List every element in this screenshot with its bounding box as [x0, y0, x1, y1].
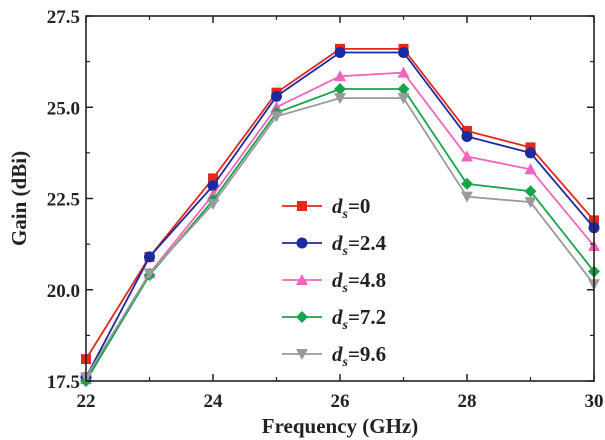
series-layer: [80, 43, 600, 387]
legend-subscript: s: [342, 244, 349, 259]
legend-var: d: [332, 305, 343, 329]
legend-value: =9.6: [348, 342, 386, 366]
data-point: [397, 83, 410, 95]
data-point: [461, 150, 473, 162]
data-point: [398, 47, 409, 58]
legend-label: ds=9.6: [332, 342, 386, 370]
x-tick-label: 26: [331, 391, 350, 412]
legend-label: ds=0: [332, 194, 370, 222]
legend: ds=0ds=2.4ds=4.8ds=7.2ds=9.6: [282, 194, 387, 370]
data-point: [397, 66, 410, 78]
data-point: [207, 180, 219, 192]
legend-var: d: [332, 342, 343, 366]
data-point: [334, 93, 346, 105]
legend-item-0: ds=0: [282, 194, 370, 222]
x-tick-label: 28: [458, 391, 477, 412]
y-tick-label: 27.5: [47, 7, 80, 28]
data-point: [524, 197, 537, 209]
data-point: [524, 185, 537, 198]
y-tick-label: 17.5: [47, 372, 80, 393]
x-tick-label: 22: [77, 391, 96, 412]
legend-marker: [296, 349, 308, 360]
x-tick-label: 30: [585, 391, 604, 412]
data-point: [334, 83, 346, 95]
y-tick-label: 22.5: [47, 190, 80, 211]
x-tick-label: 24: [204, 391, 224, 412]
legend-var: d: [332, 231, 343, 255]
legend-marker: [297, 201, 307, 211]
data-point: [524, 163, 537, 175]
data-point: [271, 90, 282, 102]
legend-value: =4.8: [348, 268, 386, 292]
legend-subscript: s: [342, 281, 349, 296]
data-point: [525, 147, 536, 159]
legend-value: =7.2: [348, 305, 386, 329]
legend-marker: [296, 311, 308, 323]
y-axis-title: Gain (dBi): [7, 151, 31, 246]
data-point: [461, 177, 473, 190]
y-tick-label: 25.0: [47, 98, 80, 119]
data-point: [334, 47, 346, 58]
legend-item-3: ds=7.2: [282, 305, 386, 333]
data-point: [461, 130, 473, 142]
legend-value: =2.4: [348, 231, 387, 255]
series-4: [80, 93, 600, 384]
legend-marker: [296, 237, 308, 249]
legend-item-2: ds=4.8: [282, 268, 386, 296]
data-point: [207, 198, 219, 210]
data-point: [397, 93, 410, 105]
legend-subscript: s: [342, 318, 349, 333]
legend-subscript: s: [342, 207, 349, 222]
series-line-2: [85, 71, 595, 380]
data-point: [143, 268, 156, 280]
legend-value: =0: [348, 194, 370, 218]
series-2: [80, 66, 600, 385]
data-point: [144, 251, 155, 263]
legend-subscript: s: [342, 355, 349, 370]
data-point: [270, 111, 283, 123]
legend-marker: [296, 274, 308, 285]
legend-item-4: ds=9.6: [282, 342, 386, 370]
legend-item-1: ds=2.4: [282, 231, 387, 259]
legend-label: ds=2.4: [332, 231, 387, 259]
axes: 22 24 26 28 30 17.5 20.0 22.5 25.0 27.5: [47, 7, 604, 412]
legend-var: d: [332, 194, 343, 218]
legend-var: d: [332, 268, 343, 292]
legend-label: ds=7.2: [332, 305, 386, 333]
legend-label: ds=4.8: [332, 268, 386, 296]
data-point: [208, 173, 218, 184]
data-point: [334, 70, 346, 82]
x-axis-title: Frequency (GHz): [262, 414, 419, 438]
y-tick-label: 20.0: [47, 281, 80, 302]
data-point: [461, 191, 473, 203]
